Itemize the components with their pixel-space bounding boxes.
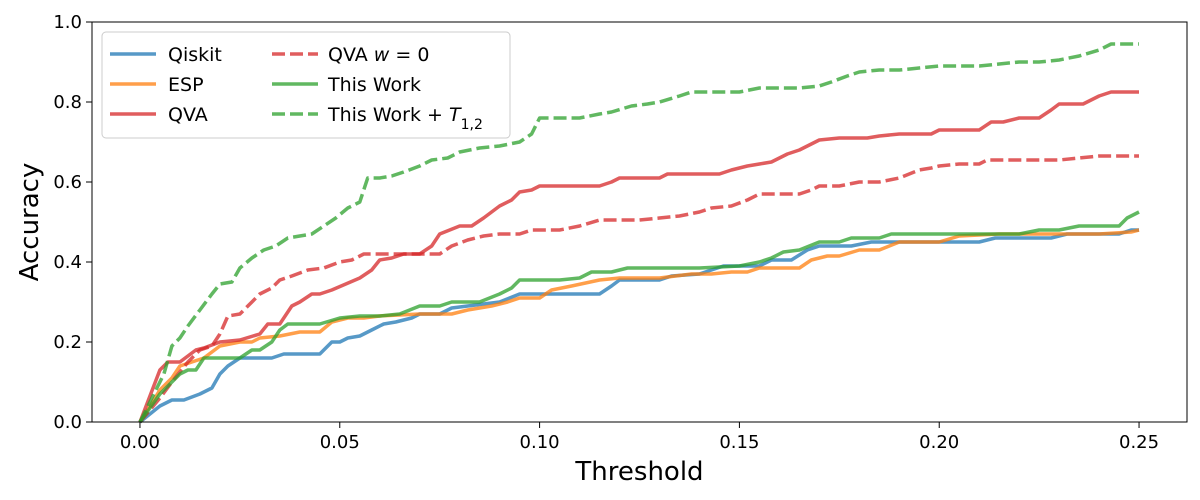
legend-label-qva-w-0: QVA w = 0 (328, 44, 429, 66)
x-axis-label: Threshold (574, 457, 703, 487)
series-layer (138, 42, 1140, 424)
x-axis: 0.00 0.05 0.10 0.15 0.20 0.25 (120, 422, 1159, 453)
x-tick-label: 0.05 (320, 432, 360, 453)
series-line-qva (138, 90, 1139, 423)
y-tick-label: 0.0 (53, 412, 82, 433)
y-tick-label: 0.4 (53, 252, 82, 273)
plot-frame (91, 21, 1188, 423)
series-line-this-work (138, 210, 1140, 424)
x-tick-label: 0.15 (719, 432, 759, 453)
legend-label-esp: ESP (168, 74, 204, 96)
y-tick-label: 0.2 (53, 332, 82, 353)
series-line-this-work-t-1-2 (138, 42, 1139, 423)
x-tick-label: 0.25 (1119, 432, 1159, 453)
legend-label-qva: QVA (168, 104, 208, 126)
legend-label-qiskit: Qiskit (168, 44, 222, 66)
y-tick-label: 0.6 (53, 172, 82, 193)
series-line-esp (138, 228, 1140, 423)
x-tick-label: 0.10 (520, 432, 560, 453)
series-line-qiskit (138, 228, 1139, 424)
y-axis-label: Accuracy (15, 163, 45, 282)
y-tick-label: 1.0 (53, 12, 82, 33)
legend-label-this-work: This Work (327, 74, 421, 96)
x-tick-label: 0.00 (120, 432, 160, 453)
y-tick-label: 0.8 (53, 92, 82, 113)
series-line-qva-w-0 (138, 154, 1139, 424)
y-axis: 0.0 0.2 0.4 0.6 0.8 1.0 (53, 12, 92, 433)
x-tick-label: 0.20 (919, 432, 959, 453)
